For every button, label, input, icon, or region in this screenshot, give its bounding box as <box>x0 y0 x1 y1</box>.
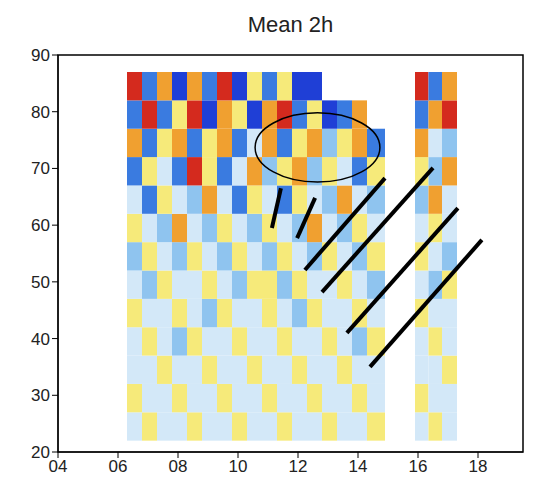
svg-text:60: 60 <box>31 216 50 235</box>
html-text:Mean 2h: Mean 2h <box>247 12 334 37</box>
svg-text:90: 90 <box>31 46 50 65</box>
svg-text:10: 10 <box>229 457 248 476</box>
svg-text:08: 08 <box>169 457 188 476</box>
svg-text:50: 50 <box>31 273 50 292</box>
svg-text:18: 18 <box>469 457 488 476</box>
svg-text:12: 12 <box>289 457 308 476</box>
svg-text:70: 70 <box>31 159 50 178</box>
svg-text:16: 16 <box>409 457 428 476</box>
svg-text:04: 04 <box>49 457 68 476</box>
svg-text:30: 30 <box>31 386 50 405</box>
svg-text:80: 80 <box>31 103 50 122</box>
svg-text:40: 40 <box>31 330 50 349</box>
svg-text:20: 20 <box>31 443 50 462</box>
svg-text:14: 14 <box>349 457 368 476</box>
svg-text:06: 06 <box>109 457 128 476</box>
